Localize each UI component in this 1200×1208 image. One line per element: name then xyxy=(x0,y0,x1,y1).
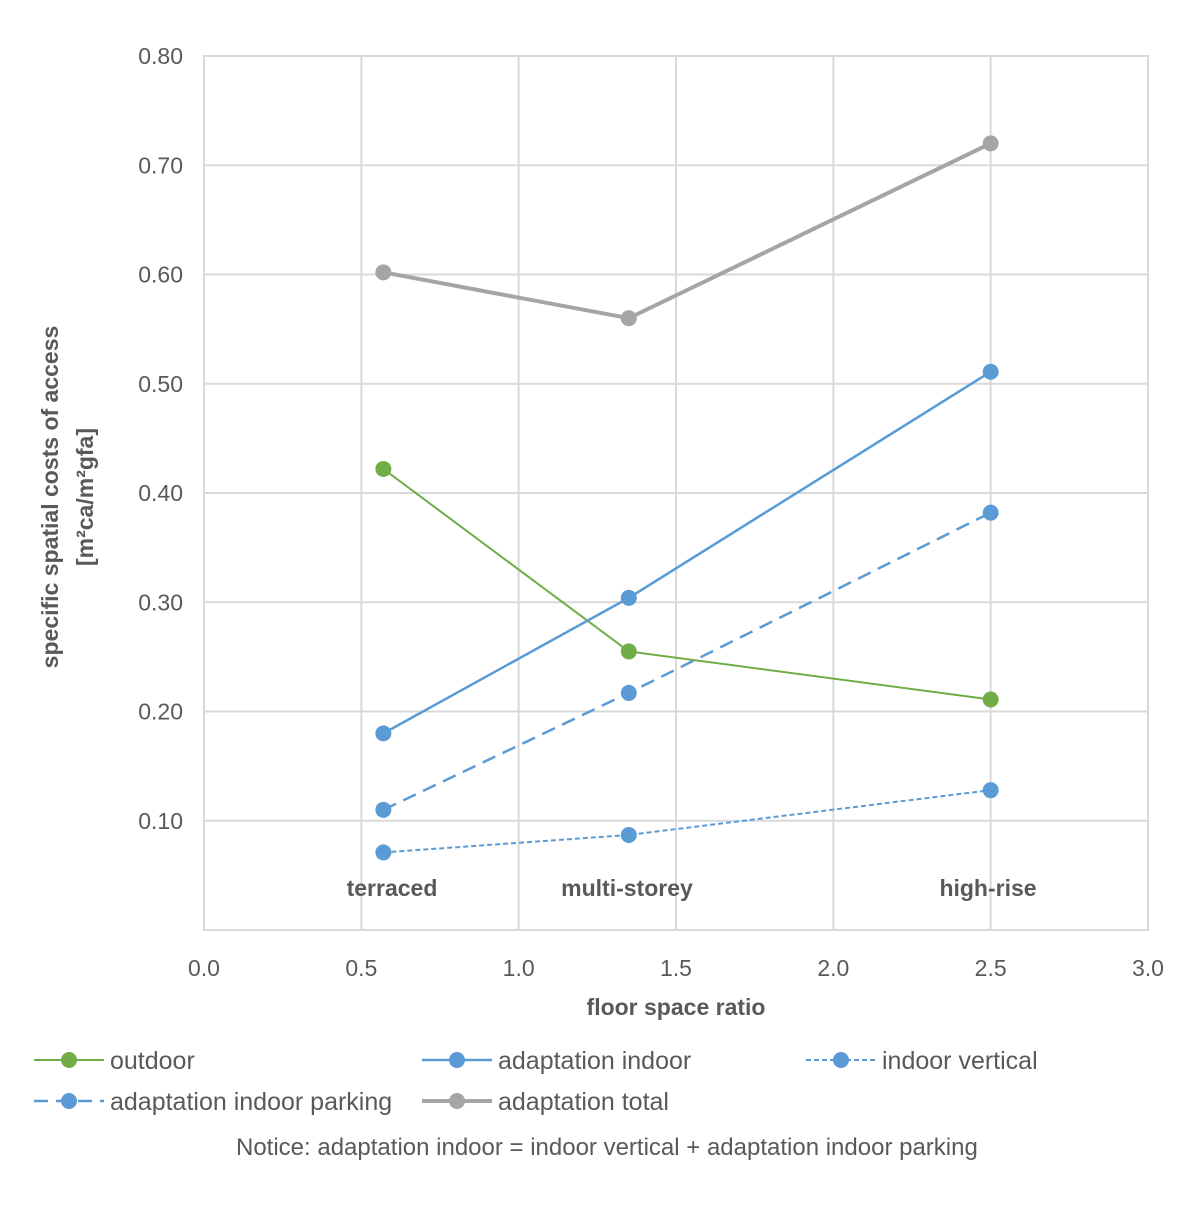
legend-marker xyxy=(449,1052,465,1068)
legend-item-adaptation-indoor: adaptation indoor xyxy=(422,1047,691,1075)
data-point xyxy=(620,826,637,843)
series-line xyxy=(382,370,992,735)
legend-label: adaptation indoor parking xyxy=(110,1088,392,1116)
x-axis-ticks: 0.0 0.5 1.0 1.5 2.0 2.5 3.0 xyxy=(188,955,1164,981)
legend-item-adaptation-total: adaptation total xyxy=(422,1088,669,1116)
legend-marker xyxy=(833,1052,849,1068)
legend-marker xyxy=(61,1093,77,1109)
series-indoor-vertical xyxy=(375,782,999,861)
x-axis-title: floor space ratio xyxy=(587,994,766,1020)
data-point xyxy=(982,135,999,152)
plot-area-frame xyxy=(203,55,1149,931)
series-adaptation-indoor xyxy=(375,363,999,742)
data-point xyxy=(982,504,999,521)
notice-text: Notice: adaptation indoor = indoor verti… xyxy=(236,1134,978,1161)
data-point xyxy=(620,643,637,660)
y-tick-label: 0.80 xyxy=(138,43,183,69)
gridlines xyxy=(204,56,1148,930)
y-tick-label: 0.10 xyxy=(138,808,183,834)
series-adaptation-total xyxy=(375,135,999,327)
data-point xyxy=(375,801,392,818)
legend-item-outdoor: outdoor xyxy=(34,1047,195,1075)
category-label-multi-storey: multi-storey xyxy=(561,875,693,901)
data-point xyxy=(375,460,392,477)
series-line xyxy=(382,511,992,811)
x-tick-label: 1.5 xyxy=(660,955,692,981)
data-point xyxy=(620,310,637,327)
series-line xyxy=(382,141,992,321)
y-tick-label: 0.20 xyxy=(138,699,183,725)
legend-label: adaptation total xyxy=(498,1088,669,1116)
x-tick-label: 1.0 xyxy=(503,955,535,981)
data-point xyxy=(620,684,637,701)
y-tick-label: 0.70 xyxy=(138,152,183,178)
data-point xyxy=(620,589,637,606)
legend-marker xyxy=(449,1093,465,1109)
data-point xyxy=(375,264,392,281)
x-tick-label: 3.0 xyxy=(1132,955,1164,981)
data-point xyxy=(982,363,999,380)
y-axis-unit: [m²ca/m²gfa] xyxy=(72,428,98,566)
legend-label: indoor vertical xyxy=(882,1047,1038,1075)
data-point xyxy=(982,691,999,708)
data-point xyxy=(375,725,392,742)
data-series xyxy=(375,135,999,861)
series-line xyxy=(383,789,991,854)
series-adaptation-indoor-parking xyxy=(375,504,999,818)
x-tick-label: 0.0 xyxy=(188,955,220,981)
y-tick-label: 0.60 xyxy=(138,262,183,288)
x-tick-label: 0.5 xyxy=(345,955,377,981)
category-annotations: terraced multi-storey high-rise xyxy=(347,875,1037,901)
y-tick-label: 0.50 xyxy=(138,371,183,397)
legend-label: adaptation indoor xyxy=(498,1047,691,1075)
y-axis-ticks: 0.10 0.20 0.30 0.40 0.50 0.60 0.70 0.80 xyxy=(138,43,183,834)
series-outdoor xyxy=(375,460,999,708)
data-point xyxy=(375,844,392,861)
legend-label: outdoor xyxy=(110,1047,195,1075)
category-label-terraced: terraced xyxy=(347,875,438,901)
legend: outdoor adaptation indoor indoor vertical a… xyxy=(34,1047,1038,1116)
y-tick-label: 0.40 xyxy=(138,480,183,506)
x-tick-label: 2.5 xyxy=(975,955,1007,981)
data-point xyxy=(982,782,999,799)
category-label-high-rise: high-rise xyxy=(939,875,1036,901)
y-axis-title: specific spatial costs of access xyxy=(37,326,63,669)
y-tick-label: 0.30 xyxy=(138,589,183,615)
legend-item-adaptation-indoor-parking: adaptation indoor parking xyxy=(34,1088,392,1116)
legend-marker xyxy=(61,1052,77,1068)
legend-item-indoor-vertical: indoor vertical xyxy=(806,1047,1038,1075)
x-tick-label: 2.0 xyxy=(817,955,849,981)
